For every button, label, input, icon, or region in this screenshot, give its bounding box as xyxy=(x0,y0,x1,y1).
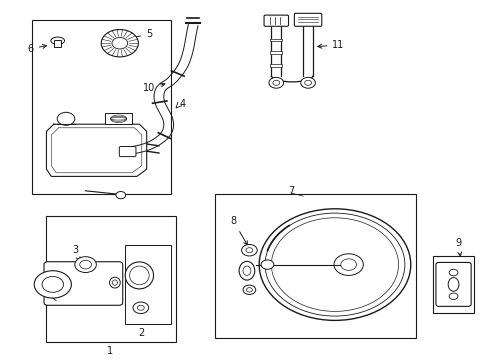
Circle shape xyxy=(448,293,457,300)
Circle shape xyxy=(133,302,148,314)
Circle shape xyxy=(261,260,273,269)
Text: 3: 3 xyxy=(73,245,80,261)
Circle shape xyxy=(137,305,144,310)
Polygon shape xyxy=(46,124,146,176)
FancyBboxPatch shape xyxy=(435,262,470,306)
Circle shape xyxy=(75,257,96,273)
Circle shape xyxy=(34,271,71,298)
Text: 1: 1 xyxy=(107,346,113,356)
Circle shape xyxy=(243,285,255,294)
Bar xyxy=(32,20,171,194)
Bar xyxy=(124,245,171,324)
Circle shape xyxy=(245,248,252,253)
Text: 5: 5 xyxy=(126,29,152,40)
Bar xyxy=(432,256,473,313)
Bar xyxy=(270,51,282,54)
Bar xyxy=(105,113,132,124)
Circle shape xyxy=(116,192,125,199)
Bar xyxy=(46,216,176,342)
Circle shape xyxy=(42,276,63,292)
Circle shape xyxy=(112,37,127,49)
Bar xyxy=(270,39,282,41)
Ellipse shape xyxy=(239,261,254,280)
Circle shape xyxy=(300,77,315,88)
Ellipse shape xyxy=(447,278,458,291)
Circle shape xyxy=(304,80,311,85)
Text: 7: 7 xyxy=(287,186,293,196)
Circle shape xyxy=(57,112,75,125)
Text: 9: 9 xyxy=(454,238,461,256)
Bar xyxy=(54,40,61,47)
Text: 10: 10 xyxy=(142,83,164,93)
Bar xyxy=(270,64,282,67)
Ellipse shape xyxy=(112,280,117,285)
Circle shape xyxy=(268,77,283,88)
Circle shape xyxy=(340,259,356,270)
Text: 4: 4 xyxy=(180,99,186,109)
Circle shape xyxy=(264,213,404,316)
Circle shape xyxy=(241,244,257,256)
Text: 8: 8 xyxy=(230,216,247,245)
Circle shape xyxy=(246,288,252,292)
Circle shape xyxy=(259,209,410,320)
Ellipse shape xyxy=(51,37,64,44)
Ellipse shape xyxy=(129,266,149,285)
Ellipse shape xyxy=(109,277,120,288)
Text: 2: 2 xyxy=(139,328,144,338)
Ellipse shape xyxy=(243,266,250,275)
FancyBboxPatch shape xyxy=(294,13,321,26)
Circle shape xyxy=(272,80,279,85)
Circle shape xyxy=(101,30,138,57)
Text: 6: 6 xyxy=(28,44,46,54)
Ellipse shape xyxy=(125,262,153,289)
FancyBboxPatch shape xyxy=(264,15,288,26)
FancyBboxPatch shape xyxy=(119,147,136,157)
FancyBboxPatch shape xyxy=(44,262,122,305)
Bar xyxy=(215,194,415,338)
Circle shape xyxy=(80,260,91,269)
Text: 11: 11 xyxy=(317,40,344,50)
Circle shape xyxy=(271,218,398,311)
Circle shape xyxy=(448,269,457,276)
Circle shape xyxy=(333,254,363,275)
